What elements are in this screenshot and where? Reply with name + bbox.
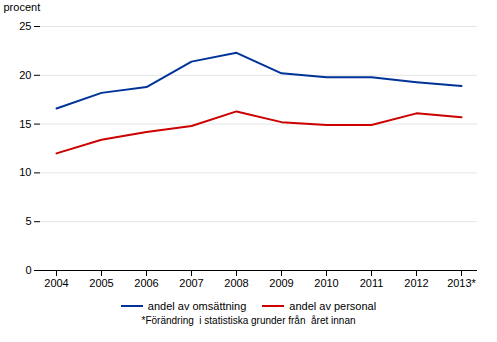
svg-text:2011: 2011 xyxy=(360,277,384,289)
svg-text:15: 15 xyxy=(19,118,31,130)
svg-text:2013*: 2013* xyxy=(447,277,476,289)
svg-text:2005: 2005 xyxy=(89,277,113,289)
html-text:andel av personal: andel av personal xyxy=(289,300,377,312)
svg-text:2008: 2008 xyxy=(224,277,248,289)
svg-text:2006: 2006 xyxy=(134,277,158,289)
svg-text:2012: 2012 xyxy=(404,277,428,289)
svg-text:0: 0 xyxy=(25,264,31,276)
svg-text:25: 25 xyxy=(19,20,31,32)
svg-text:2007: 2007 xyxy=(179,277,203,289)
svg-text:5: 5 xyxy=(25,215,31,227)
html-text:andel av omsättning: andel av omsättning xyxy=(147,300,247,312)
svg-text:2010: 2010 xyxy=(314,277,338,289)
html-text:*Förändring i statistiska grun: *Förändring i statistiska grunder från å… xyxy=(141,315,356,326)
svg-text:2004: 2004 xyxy=(44,277,68,289)
svg-text:procent: procent xyxy=(4,1,41,13)
svg-text:10: 10 xyxy=(19,166,31,178)
svg-text:20: 20 xyxy=(19,69,31,81)
svg-text:2009: 2009 xyxy=(269,277,293,289)
